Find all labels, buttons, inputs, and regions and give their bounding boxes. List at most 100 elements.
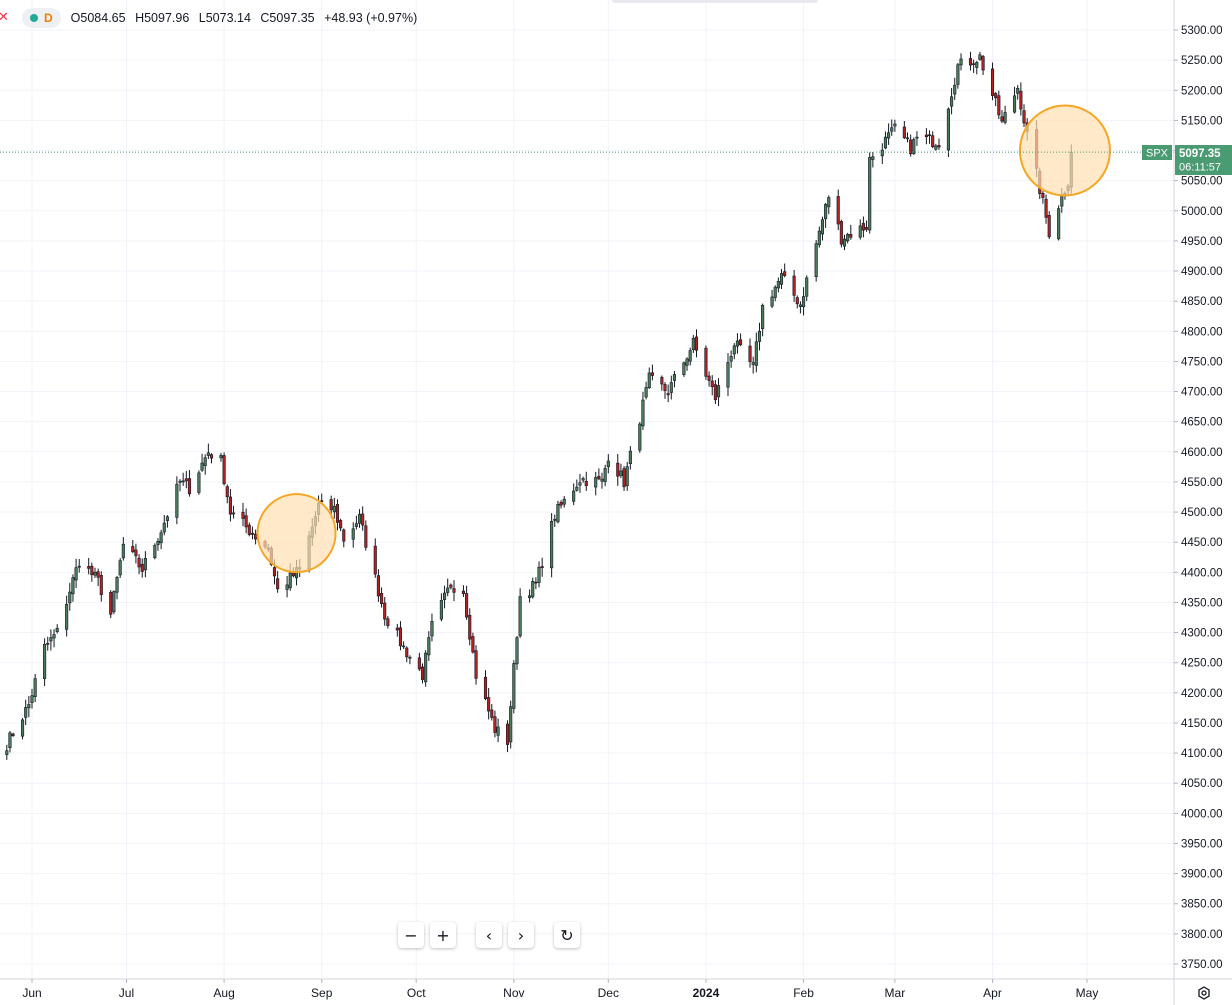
candle-down bbox=[704, 345, 708, 380]
time-tick-label: Nov bbox=[503, 986, 524, 1000]
price-tick-label: 3800.00 bbox=[1181, 929, 1223, 941]
candle-body bbox=[427, 637, 431, 656]
candle-down bbox=[1041, 191, 1045, 204]
candle-body bbox=[994, 93, 998, 99]
candle-body bbox=[159, 532, 163, 544]
candle-up bbox=[776, 277, 780, 293]
candle-up bbox=[959, 53, 963, 71]
top-handle bbox=[612, 0, 818, 3]
candle-down bbox=[990, 62, 995, 101]
candle-body bbox=[285, 584, 289, 590]
candle-up bbox=[619, 463, 623, 479]
candle-up bbox=[606, 454, 610, 474]
candle-up bbox=[868, 152, 872, 234]
candle-body bbox=[912, 139, 916, 154]
chart-settings-button[interactable] bbox=[1176, 980, 1232, 1005]
candle-up bbox=[880, 143, 884, 164]
candle-down bbox=[1000, 110, 1004, 124]
candle-up bbox=[27, 696, 31, 718]
candle-up bbox=[8, 731, 12, 753]
candle-body bbox=[386, 618, 390, 626]
candle-body bbox=[839, 221, 843, 245]
price-tick-label: 4400.00 bbox=[1181, 567, 1223, 579]
time-tick-label: Jun bbox=[22, 986, 41, 1000]
candle-up bbox=[817, 226, 821, 248]
candle-body bbox=[707, 375, 711, 381]
candle-body bbox=[556, 504, 560, 523]
candle-body bbox=[628, 450, 632, 465]
candle-up bbox=[688, 347, 692, 366]
candle-down bbox=[380, 587, 384, 608]
candle-up bbox=[121, 537, 125, 561]
candle-body bbox=[77, 565, 81, 568]
candle-down bbox=[663, 382, 667, 399]
candle-body bbox=[757, 330, 762, 342]
chart-grid bbox=[0, 0, 1174, 979]
scroll-left-button[interactable]: ‹ bbox=[476, 922, 502, 948]
candle-body bbox=[383, 602, 387, 620]
candle-body bbox=[241, 511, 245, 519]
candle-up bbox=[24, 699, 28, 726]
price-tick-label: 5300.00 bbox=[1181, 25, 1223, 37]
candle-up bbox=[357, 509, 362, 528]
candle-up bbox=[515, 636, 519, 670]
candle-body bbox=[376, 575, 380, 597]
candle-body bbox=[361, 513, 365, 526]
candle-down bbox=[449, 583, 453, 590]
candle-up bbox=[603, 464, 607, 487]
chart-navigation-toolbar: − + ‹ › ↻ bbox=[398, 922, 580, 948]
candle-body bbox=[827, 197, 831, 208]
candle-down bbox=[905, 132, 910, 143]
scroll-right-button[interactable]: › bbox=[508, 922, 534, 948]
candle-down bbox=[386, 616, 390, 629]
reset-chart-button[interactable]: ↻ bbox=[554, 922, 580, 948]
candle-down bbox=[981, 54, 985, 75]
candle-body bbox=[121, 543, 125, 559]
candle-body bbox=[729, 356, 733, 362]
candle-up bbox=[553, 514, 557, 527]
candle-up bbox=[956, 62, 960, 89]
candle-body bbox=[250, 532, 254, 535]
candle-body bbox=[622, 468, 626, 488]
zoom-out-button[interactable]: − bbox=[398, 922, 424, 948]
price-tick-label: 5000.00 bbox=[1181, 206, 1223, 218]
close-x-icon[interactable]: ✕ bbox=[0, 9, 9, 24]
candle-body bbox=[49, 637, 53, 642]
candle-body bbox=[584, 480, 588, 487]
candle-body bbox=[329, 499, 333, 511]
time-tick-label: May bbox=[1076, 986, 1099, 1000]
candle-body bbox=[748, 345, 752, 362]
time-axis[interactable]: Jun Jul Aug Sep Oct Nov Dec 2024 Feb Mar Apr May bbox=[22, 979, 1098, 1000]
candle-body bbox=[934, 145, 938, 150]
candle-body bbox=[890, 127, 894, 132]
candle-body bbox=[200, 462, 204, 471]
candle-up bbox=[175, 476, 179, 525]
ohlc-values: O5084.65 H5097.96 L5073.14 C5097.35 +48.… bbox=[71, 11, 424, 25]
zoom-in-button[interactable]: + bbox=[430, 922, 456, 948]
price-tick-label: 4650.00 bbox=[1181, 417, 1223, 429]
close-value: C5097.35 bbox=[260, 11, 315, 25]
candle-down bbox=[461, 585, 465, 597]
candle-body bbox=[1013, 95, 1017, 113]
candle-body bbox=[109, 592, 113, 615]
candle-body bbox=[550, 521, 554, 569]
candle-up bbox=[887, 123, 891, 145]
candle-up bbox=[934, 143, 938, 151]
candle-up bbox=[1057, 205, 1061, 241]
toolbar-spacer-2 bbox=[540, 922, 548, 948]
candle-body bbox=[761, 304, 765, 330]
candle-body bbox=[641, 399, 645, 427]
candle-down bbox=[398, 621, 403, 651]
candle-up bbox=[575, 479, 579, 492]
price-axis[interactable]: 5300.005250.005200.005150.005100.005050.… bbox=[1174, 25, 1223, 971]
candle-up bbox=[682, 361, 686, 377]
symbol-status-chip[interactable]: D bbox=[22, 8, 61, 28]
candle-up bbox=[71, 574, 75, 602]
candle-up bbox=[206, 443, 210, 460]
symbol-tag bbox=[1142, 145, 1172, 160]
symbol-tag-text: SPX bbox=[1146, 148, 1169, 160]
candle-down bbox=[468, 608, 472, 646]
candle-body bbox=[247, 524, 251, 535]
candle-body bbox=[905, 137, 910, 140]
